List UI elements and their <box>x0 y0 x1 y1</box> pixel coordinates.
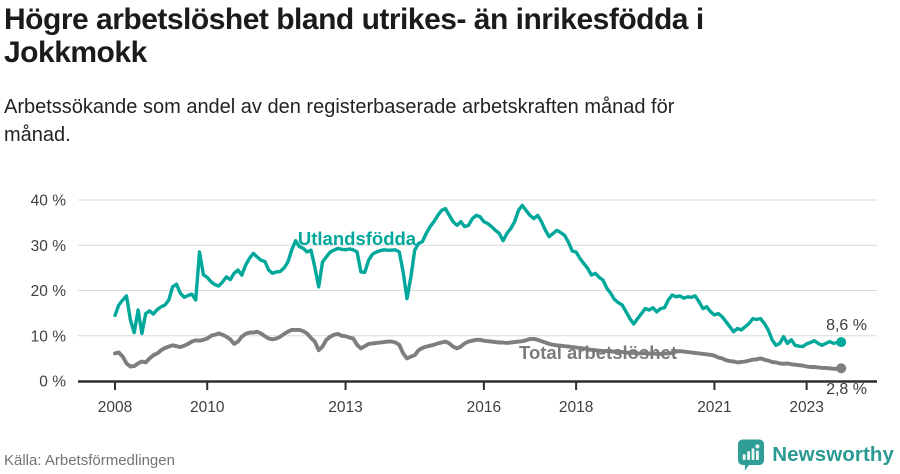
y-axis-label: 30 % <box>31 238 67 255</box>
bar-chart-speech-bubble-icon <box>738 439 765 471</box>
y-axis-label: 40 % <box>31 193 67 210</box>
x-axis-label: 2010 <box>190 399 225 416</box>
page-subtitle: Arbetssökande som andel av den registerb… <box>4 96 675 146</box>
y-axis-label: 20 % <box>31 283 67 300</box>
x-axis-label: 2008 <box>98 399 132 416</box>
x-axis-label: 2023 <box>789 399 823 416</box>
series-end-dot-utlandsfodda <box>836 337 847 348</box>
end-value-label-utlandsfodda: 8,6 % <box>826 317 867 334</box>
newsworthy-wordmark: Newsworthy <box>772 443 894 466</box>
page-title: Högre arbetslöshet bland utrikes- än inr… <box>4 3 704 69</box>
x-axis-label: 2016 <box>467 399 501 416</box>
y-axis-label: 0 % <box>39 374 66 391</box>
x-axis-label: 2018 <box>559 399 593 416</box>
x-axis-label: 2021 <box>697 399 731 416</box>
series-label-total: Total arbetslöshet <box>519 342 677 363</box>
newsworthy-logo: Newsworthy <box>737 439 894 471</box>
x-axis-label: 2013 <box>328 399 362 416</box>
series-line-total <box>113 327 844 371</box>
end-value-label-total: 2,8 % <box>826 381 867 398</box>
series-end-dot-total <box>836 363 847 374</box>
y-axis-label: 10 % <box>31 328 67 345</box>
series-label-utlandsfodda: Utlandsfödda <box>298 228 417 249</box>
series-line-utlandsfodda <box>113 203 843 349</box>
source-note: Källa: Arbetsförmedlingen <box>4 452 175 469</box>
